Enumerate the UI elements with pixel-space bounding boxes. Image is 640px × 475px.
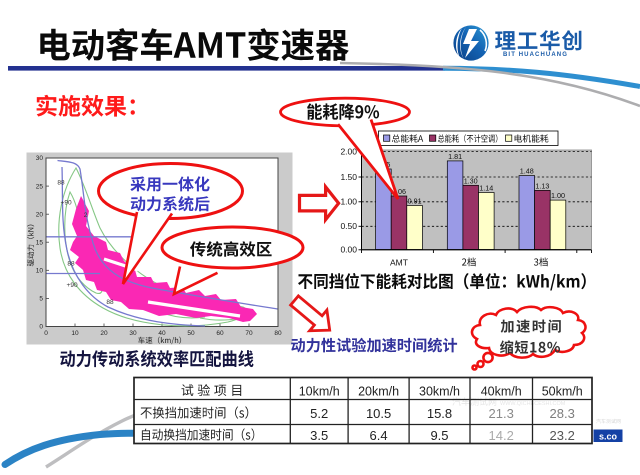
svg-text:88: 88 [67,261,75,268]
svg-text:6.4: 6.4 [370,428,388,443]
svg-text:1.14: 1.14 [479,184,493,193]
svg-text:88: 88 [57,180,65,187]
svg-text:21.3: 21.3 [489,406,514,421]
svg-text:9.5: 9.5 [430,428,448,443]
svg-text:10: 10 [71,330,79,337]
svg-text:0: 0 [39,324,43,331]
svg-text:50km/h: 50km/h [542,385,583,399]
svg-text:1.48: 1.48 [520,167,534,176]
svg-text:30km/h: 30km/h [419,385,460,399]
svg-text:1.00: 1.00 [551,191,565,200]
svg-text:80: 80 [274,330,282,337]
svg-text:10km/h: 10km/h [299,385,340,399]
svg-text:20km/h: 20km/h [358,385,399,399]
svg-text:40km/h: 40km/h [481,385,522,399]
svg-text:+: + [67,282,71,289]
svg-text:1.81: 1.81 [448,152,462,161]
svg-text:3.5: 3.5 [310,428,328,443]
svg-text:25: 25 [36,183,44,190]
svg-text:1.50: 1.50 [340,172,357,182]
svg-text:2: 2 [84,212,88,219]
svg-text:1.06: 1.06 [392,187,406,196]
svg-text:0.50: 0.50 [340,221,357,231]
svg-text:28.3: 28.3 [550,406,575,421]
svg-text:5: 5 [39,296,43,303]
svg-text:0.00: 0.00 [340,245,357,255]
svg-text:90: 90 [70,282,78,289]
svg-text:30: 30 [36,155,44,162]
svg-text:60: 60 [216,330,224,337]
svg-text:88: 88 [106,299,114,306]
svg-text:AMT: AMT [390,258,408,268]
svg-text:1.13: 1.13 [535,181,549,190]
svg-text:40: 40 [158,330,166,337]
svg-text:5.2: 5.2 [310,406,328,421]
svg-text:20: 20 [100,330,108,337]
svg-text:30: 30 [129,330,137,337]
svg-text:23.2: 23.2 [550,428,575,443]
svg-text:1.00: 1.00 [340,197,357,207]
svg-text:+: + [61,200,65,207]
svg-text:0.91: 0.91 [408,197,422,206]
svg-text:2.00: 2.00 [340,146,357,156]
svg-text:70: 70 [245,330,253,337]
svg-text:15.8: 15.8 [427,406,452,421]
svg-text:50: 50 [187,330,195,337]
svg-text:1.30: 1.30 [464,176,478,185]
svg-text:20: 20 [36,211,44,218]
svg-text:10.5: 10.5 [366,406,391,421]
svg-text:BIT HUACHUANG: BIT HUACHUANG [503,52,568,58]
svg-text:90: 90 [64,200,72,207]
svg-text:10: 10 [36,268,44,275]
svg-text:0: 0 [44,330,48,337]
svg-text:15: 15 [36,239,44,246]
svg-text:s.co: s.co [599,432,618,442]
svg-text:14.2: 14.2 [489,428,514,443]
